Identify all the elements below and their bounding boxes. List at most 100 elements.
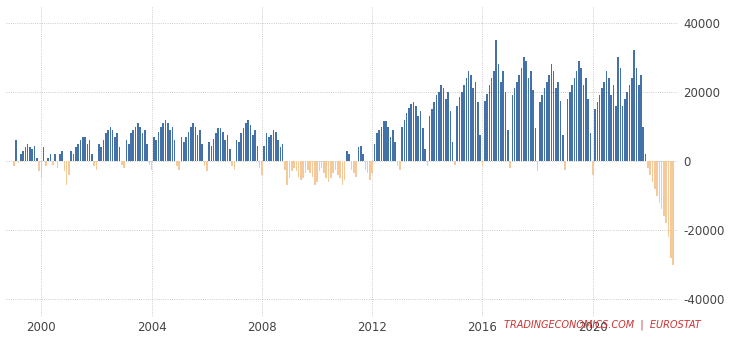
- Bar: [631, 78, 633, 161]
- Bar: [27, 144, 28, 161]
- Bar: [599, 96, 601, 161]
- Bar: [477, 102, 479, 161]
- Bar: [663, 161, 665, 216]
- Bar: [358, 147, 359, 161]
- Bar: [326, 161, 327, 178]
- Bar: [185, 137, 187, 161]
- Bar: [282, 144, 283, 161]
- Bar: [362, 154, 364, 161]
- Bar: [434, 102, 435, 161]
- Bar: [123, 161, 125, 168]
- Bar: [291, 161, 293, 171]
- Bar: [190, 126, 191, 161]
- Bar: [458, 97, 461, 161]
- Bar: [296, 161, 297, 171]
- Bar: [215, 133, 217, 161]
- Bar: [105, 133, 107, 161]
- Bar: [286, 161, 288, 185]
- Bar: [204, 161, 205, 166]
- Bar: [337, 161, 339, 175]
- Bar: [231, 161, 233, 166]
- Bar: [390, 137, 391, 161]
- Bar: [80, 140, 81, 161]
- Bar: [484, 101, 485, 161]
- Bar: [408, 107, 410, 161]
- Bar: [272, 130, 274, 161]
- Bar: [75, 147, 77, 161]
- Bar: [259, 161, 261, 168]
- Bar: [199, 130, 201, 161]
- Bar: [518, 75, 520, 161]
- Bar: [406, 113, 407, 161]
- Bar: [615, 106, 617, 161]
- Bar: [71, 151, 72, 161]
- Bar: [388, 126, 389, 161]
- Bar: [394, 142, 396, 161]
- Bar: [66, 161, 67, 185]
- Bar: [422, 128, 423, 161]
- Bar: [470, 75, 472, 161]
- Bar: [539, 102, 541, 161]
- Bar: [532, 90, 534, 161]
- Bar: [151, 161, 153, 170]
- Bar: [661, 161, 662, 209]
- Bar: [334, 161, 337, 170]
- Bar: [284, 161, 285, 170]
- Bar: [256, 146, 258, 161]
- Bar: [210, 146, 212, 161]
- Bar: [546, 82, 548, 161]
- Bar: [181, 137, 182, 161]
- Bar: [482, 161, 483, 166]
- Bar: [277, 140, 279, 161]
- Bar: [218, 128, 219, 161]
- Bar: [442, 88, 445, 161]
- Bar: [480, 135, 481, 161]
- Bar: [415, 106, 417, 161]
- Bar: [240, 133, 242, 161]
- Bar: [585, 78, 587, 161]
- Bar: [512, 96, 513, 161]
- Bar: [504, 92, 506, 161]
- Bar: [447, 92, 449, 161]
- Bar: [445, 99, 447, 161]
- Bar: [208, 142, 210, 161]
- Bar: [650, 161, 651, 175]
- Bar: [500, 82, 502, 161]
- Bar: [188, 132, 189, 161]
- Bar: [645, 154, 646, 161]
- Bar: [556, 88, 557, 161]
- Bar: [149, 161, 150, 165]
- Bar: [548, 75, 550, 161]
- Bar: [498, 64, 499, 161]
- Bar: [418, 116, 419, 161]
- Bar: [206, 161, 207, 171]
- Bar: [45, 161, 47, 166]
- Bar: [569, 92, 571, 161]
- Bar: [376, 133, 377, 161]
- Bar: [77, 144, 79, 161]
- Bar: [261, 161, 263, 175]
- Bar: [496, 40, 497, 161]
- Bar: [169, 130, 171, 161]
- Bar: [107, 130, 109, 161]
- Bar: [130, 133, 132, 161]
- Bar: [305, 161, 307, 173]
- Bar: [374, 144, 375, 161]
- Bar: [312, 161, 313, 176]
- Bar: [558, 82, 559, 161]
- Bar: [300, 161, 301, 180]
- Bar: [114, 137, 116, 161]
- Bar: [155, 140, 157, 161]
- Bar: [629, 85, 630, 161]
- Bar: [378, 130, 380, 161]
- Bar: [383, 121, 385, 161]
- Bar: [364, 161, 366, 170]
- Bar: [339, 161, 341, 178]
- Bar: [622, 106, 623, 161]
- Bar: [672, 161, 674, 265]
- Bar: [268, 137, 269, 161]
- Bar: [316, 161, 318, 182]
- Bar: [356, 161, 357, 176]
- Bar: [250, 125, 251, 161]
- Bar: [36, 158, 37, 161]
